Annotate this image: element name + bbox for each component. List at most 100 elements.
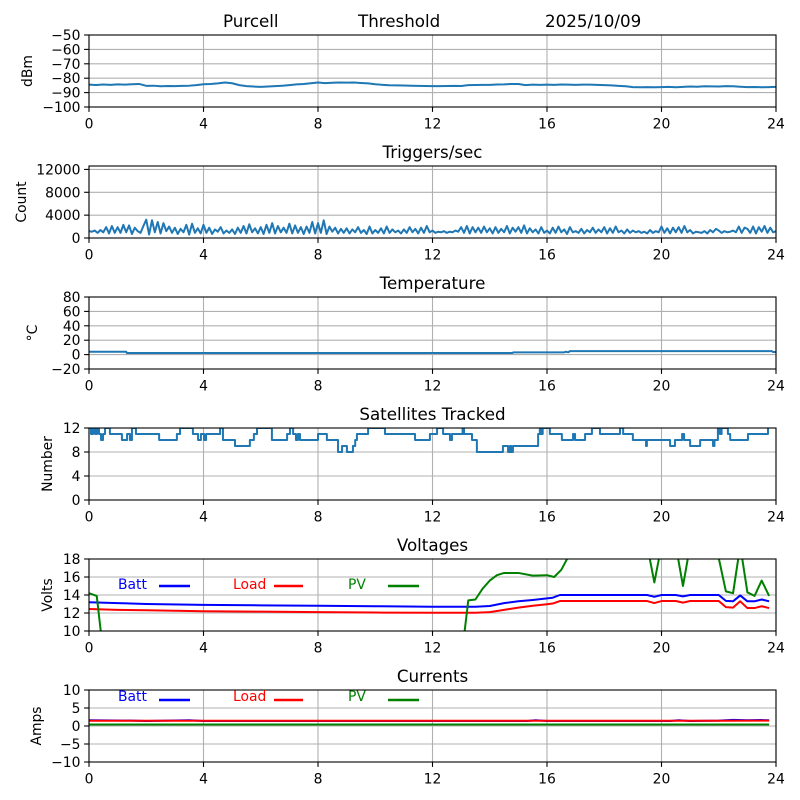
y-tick-label: −100 [42, 100, 80, 116]
x-tick-label: 20 [653, 117, 671, 133]
x-tick-label: 16 [538, 510, 556, 526]
x-tick-label: 4 [199, 510, 208, 526]
series-line-pv [89, 559, 771, 631]
x-tick-label: 24 [767, 772, 785, 788]
subplot-title: Currents [397, 666, 468, 686]
legend-label-pv: PV [348, 689, 366, 705]
x-tick-label: 0 [85, 772, 94, 788]
x-tick-label: 12 [424, 379, 442, 395]
x-tick-label: 8 [314, 117, 323, 133]
subplot-triggers: Triggers/sec Count 0 4 8 12 16 20 24 0 4000 8000 1… [14, 142, 785, 264]
y-tick-label: 12000 [36, 162, 80, 178]
x-tick-label: 12 [424, 641, 442, 657]
series-line-batt [89, 594, 770, 608]
legend-label-batt: Batt [118, 577, 147, 593]
x-tick-label: 20 [653, 641, 671, 657]
y-tick-label: 4 [72, 469, 81, 485]
y-tick-label: 60 [63, 304, 81, 320]
x-tick-label: 4 [199, 641, 208, 657]
x-tick-label: 20 [653, 772, 671, 788]
x-tick-label: 8 [314, 510, 323, 526]
y-axis-label: Volts [40, 578, 56, 611]
y-tick-label: −90 [51, 86, 80, 102]
legend-label-load: Load [233, 577, 266, 593]
x-tick-label: 16 [538, 248, 556, 264]
y-tick-label: 14 [63, 588, 81, 604]
y-tick-label: 10 [63, 624, 81, 640]
x-tick-label: 0 [85, 248, 94, 264]
y-tick-label: 0 [72, 493, 81, 509]
y-tick-label: 4000 [45, 208, 80, 224]
y-tick-label: 40 [63, 319, 81, 335]
legend: Batt Load PV [118, 577, 419, 593]
x-tick-label: 24 [767, 641, 785, 657]
y-tick-label: −10 [51, 755, 80, 771]
subplot-voltages: Voltages Volts 0 4 8 12 16 20 24 10 12 14 16 18 Batt… [40, 535, 785, 657]
series-line-load [89, 600, 770, 614]
x-tick-label: 20 [653, 379, 671, 395]
x-tick-label: 16 [538, 772, 556, 788]
x-tick-label: 0 [85, 641, 94, 657]
y-tick-label: −50 [51, 28, 80, 44]
series-line-signal-level [89, 81, 776, 89]
x-tick-label: 4 [199, 248, 208, 264]
x-tick-label: 0 [85, 510, 94, 526]
legend-label-batt: Batt [118, 689, 147, 705]
series-line-triggers [89, 218, 776, 236]
x-tick-label: 24 [767, 248, 785, 264]
header-date: 2025/10/09 [545, 11, 641, 31]
x-tick-label: 8 [314, 248, 323, 264]
x-tick-label: 24 [767, 510, 785, 526]
y-axis-label: °C [25, 325, 41, 342]
x-tick-label: 4 [199, 117, 208, 133]
y-axis-label: Number [40, 436, 56, 492]
y-tick-label: 0 [72, 719, 81, 735]
x-tick-label: 16 [538, 117, 556, 133]
y-tick-label: 8000 [45, 185, 80, 201]
subplot-currents: Currents Amps 0 4 8 12 16 20 24 −10 −5 0 5 10 Batt Lo… [29, 666, 785, 788]
y-tick-label: 16 [63, 570, 81, 586]
x-tick-label: 12 [424, 772, 442, 788]
y-axis-label: dBm [20, 55, 36, 87]
header-mode: Threshold [357, 11, 440, 31]
legend: Batt Load PV [118, 689, 419, 705]
x-tick-label: 8 [314, 772, 323, 788]
header-station: Purcell [223, 11, 279, 31]
y-tick-label: 5 [72, 701, 81, 717]
series-line-temperature [89, 350, 776, 355]
series-line-satellites [89, 428, 770, 453]
x-tick-label: 16 [538, 379, 556, 395]
x-tick-label: 24 [767, 117, 785, 133]
y-tick-label: −20 [51, 362, 80, 378]
x-tick-label: 4 [199, 772, 208, 788]
y-tick-label: 12 [63, 606, 81, 622]
subplot-title: Voltages [397, 535, 468, 555]
y-tick-label: 12 [63, 421, 81, 437]
y-tick-label: −5 [60, 737, 80, 753]
x-tick-label: 12 [424, 117, 442, 133]
subplot-title: Satellites Tracked [359, 404, 505, 424]
y-axis-label: Amps [29, 706, 45, 745]
subplot-signal-level: dBm 0 4 8 12 16 20 24 −100−90−80−70−60−50 [20, 28, 785, 133]
y-tick-label: 80 [63, 290, 81, 306]
y-tick-label: 18 [63, 552, 81, 568]
x-tick-label: 8 [314, 641, 323, 657]
legend-label-pv: PV [348, 577, 366, 593]
subplot-title: Temperature [379, 273, 486, 293]
x-tick-label: 24 [767, 379, 785, 395]
x-tick-label: 8 [314, 379, 323, 395]
x-tick-label: 12 [424, 510, 442, 526]
x-tick-label: 4 [199, 379, 208, 395]
y-tick-label: 0 [72, 348, 81, 364]
y-tick-label: 0 [72, 231, 81, 247]
x-tick-label: 20 [653, 510, 671, 526]
y-axis-label: Count [14, 181, 30, 223]
x-tick-label: 16 [538, 641, 556, 657]
x-tick-label: 20 [653, 248, 671, 264]
y-tick-label: 8 [72, 445, 81, 461]
y-tick-label: 10 [63, 683, 81, 699]
legend-label-load: Load [233, 689, 266, 705]
subplot-title: Triggers/sec [381, 142, 482, 162]
